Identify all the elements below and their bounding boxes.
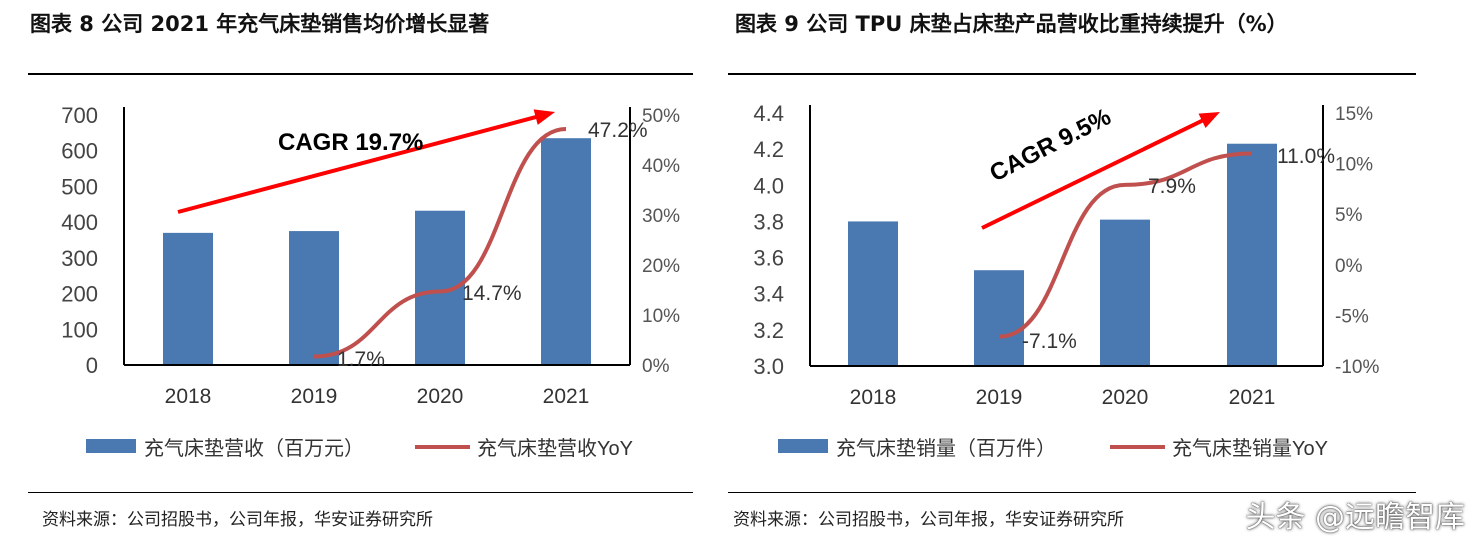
- legend-bar-swatch: [778, 439, 828, 453]
- bar: [1227, 143, 1277, 366]
- x-axis-tick: 2021: [543, 385, 590, 408]
- legend-label: 充气床垫营收YoY: [477, 437, 633, 460]
- right-axis-tick: 0%: [642, 356, 670, 377]
- left-chart-title: 图表 8 公司 2021 年充气床垫销售均价增长显著: [30, 12, 490, 36]
- arrow-head-icon: [533, 109, 555, 125]
- right-axis-tick: 10%: [1335, 155, 1373, 176]
- legend-label: 充气床垫销量（百万件）: [836, 437, 1056, 460]
- yoy-line: [313, 127, 567, 359]
- bar: [848, 221, 898, 366]
- left-axis-tick: 3.4: [753, 282, 784, 307]
- watermark: 头条 @远瞻智库: [1245, 500, 1465, 535]
- x-axis-tick: 2018: [165, 385, 212, 408]
- x-axis-tick: 2018: [850, 386, 897, 409]
- left-axis-tick: 600: [61, 139, 98, 164]
- x-axis-tick: 2021: [1229, 386, 1276, 409]
- cagr-label: CAGR 19.7%: [278, 129, 423, 156]
- data-label: 47.2%: [588, 119, 648, 142]
- bar: [541, 138, 591, 365]
- x-axis-tick: 2019: [291, 385, 338, 408]
- left-axis-tick: 100: [61, 317, 98, 342]
- arrow-head-icon: [1198, 112, 1220, 128]
- divider: [728, 492, 1416, 493]
- cagr-arrow: [177, 113, 542, 214]
- data-label: 7.9%: [1148, 175, 1196, 198]
- data-label: 14.7%: [462, 282, 522, 305]
- left-axis-tick: 4.0: [753, 173, 784, 198]
- left-axis-tick: 4.4: [753, 101, 784, 126]
- yoy-line: [998, 151, 1253, 339]
- legend-label: 充气床垫销量YoY: [1172, 437, 1328, 460]
- right-axis-tick: 5%: [1335, 205, 1363, 226]
- left-axis-tick: 0: [86, 353, 98, 378]
- right-axis-tick: 50%: [642, 106, 680, 127]
- right-axis-tick: 15%: [1335, 104, 1373, 125]
- left-axis-tick: 200: [61, 282, 98, 307]
- x-axis-tick: 2020: [1102, 386, 1149, 409]
- left-axis-tick: 3.2: [753, 318, 784, 343]
- cagr-arrow: [981, 116, 1209, 230]
- left-axis-tick: 500: [61, 174, 98, 199]
- legend-label: 充气床垫营收（百万元）: [144, 437, 364, 460]
- left-axis-tick: 400: [61, 210, 98, 235]
- cagr-label: CAGR 9.5%: [985, 103, 1115, 187]
- data-label: 11.0%: [1277, 145, 1335, 168]
- right-axis-tick: -10%: [1335, 357, 1379, 378]
- bar: [1100, 219, 1150, 366]
- right-axis-tick: 10%: [642, 306, 680, 327]
- right-chart-title: 图表 9 公司 TPU 床垫占床垫产品营收比重持续提升（%）: [735, 12, 1288, 36]
- bar: [289, 231, 339, 365]
- left-axis-tick: 3.6: [753, 246, 784, 271]
- left-axis-tick: 700: [61, 103, 98, 128]
- right-source: 资料来源：公司招股书，公司年报，华安证券研究所: [733, 510, 1124, 530]
- legend-bar-swatch: [86, 439, 136, 453]
- left-axis-tick: 4.2: [753, 137, 784, 162]
- data-label: -7.1%: [1022, 330, 1077, 353]
- divider: [28, 492, 693, 493]
- right-axis-tick: -5%: [1335, 306, 1369, 327]
- right-axis-tick: 30%: [642, 206, 680, 227]
- bar: [163, 232, 213, 365]
- data-label: 1.7%: [337, 348, 385, 371]
- bar: [974, 270, 1024, 366]
- right-axis-tick: 20%: [642, 256, 680, 277]
- divider: [728, 73, 1416, 75]
- divider: [28, 73, 693, 75]
- left-axis-tick: 300: [61, 246, 98, 271]
- right-axis-tick: 40%: [642, 156, 680, 177]
- left-source: 资料来源：公司招股书，公司年报，华安证券研究所: [42, 510, 433, 530]
- left-axis-tick: 3.0: [753, 354, 784, 379]
- x-axis-tick: 2019: [976, 386, 1023, 409]
- right-axis-tick: 0%: [1335, 256, 1363, 277]
- x-axis-tick: 2020: [417, 385, 464, 408]
- left-axis-tick: 3.8: [753, 209, 784, 234]
